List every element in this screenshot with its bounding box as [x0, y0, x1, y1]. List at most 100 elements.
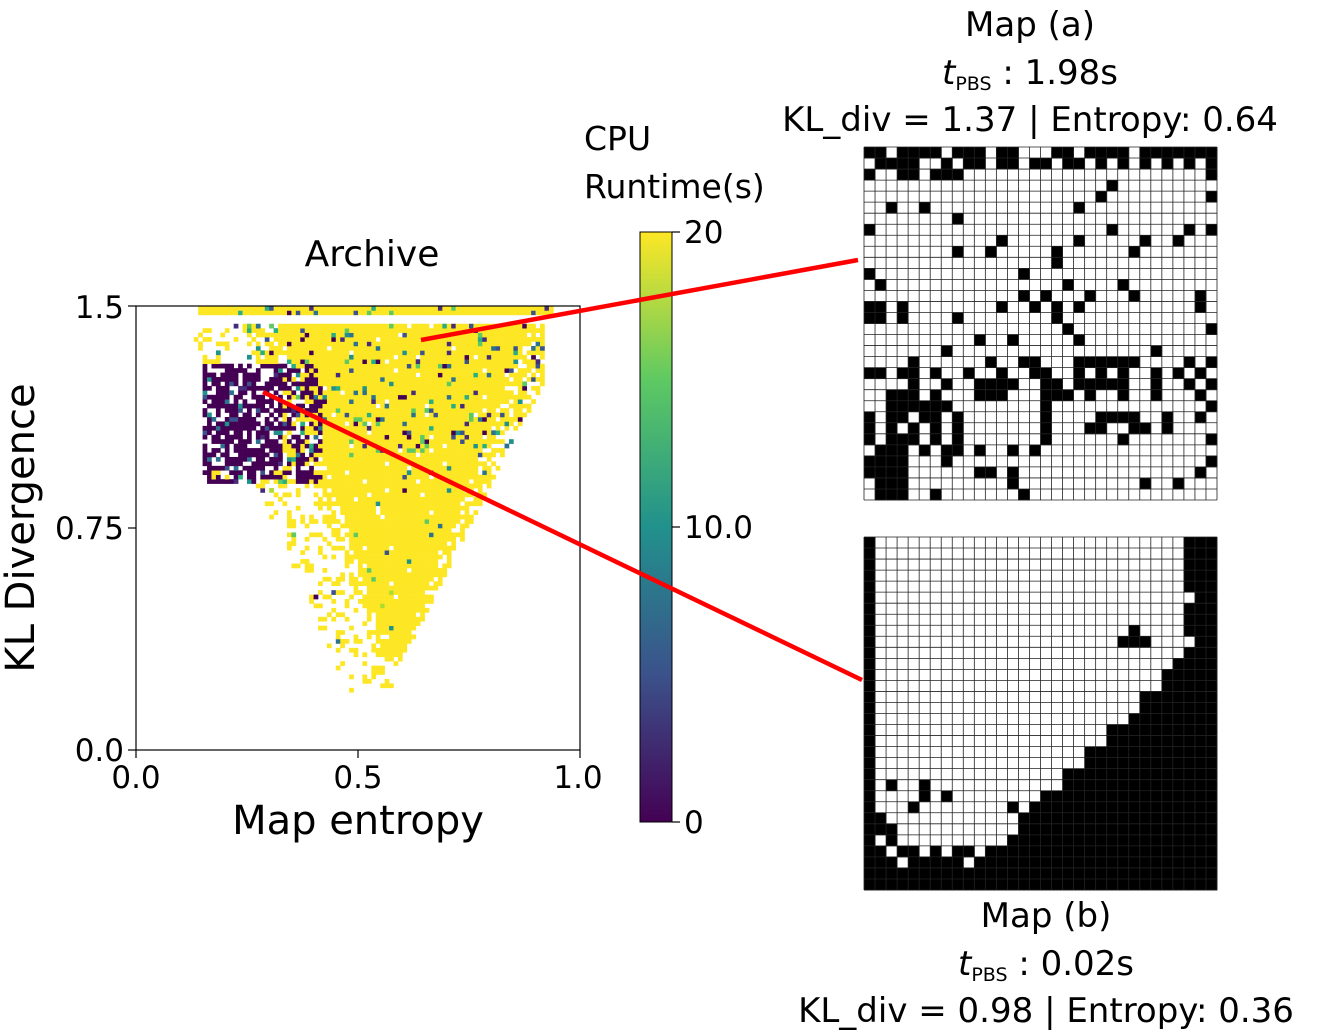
heatmap-cell [415, 408, 421, 413]
heatmap-cell [437, 536, 443, 542]
heatmap-cell [429, 439, 434, 444]
heatmap-cell [375, 310, 381, 316]
heatmap-cell [233, 381, 239, 387]
heatmap-cell [278, 425, 283, 431]
heatmap-cell [442, 448, 448, 453]
heatmap-cell [255, 483, 261, 489]
heatmap-cell [389, 554, 394, 560]
map-wall-cell [875, 867, 887, 880]
heatmap-cell [393, 425, 399, 431]
heatmap-cell [304, 332, 310, 338]
map-wall-cell [1205, 878, 1218, 891]
heatmap-cell [486, 372, 492, 378]
heatmap-cell [322, 536, 328, 542]
heatmap-cell [451, 412, 456, 418]
heatmap-cell [406, 523, 412, 529]
map-wall-cell [1128, 713, 1141, 725]
heatmap-cell [286, 425, 292, 431]
heatmap-cell [424, 510, 430, 515]
heatmap-cell [535, 390, 541, 396]
heatmap-cell [238, 448, 243, 453]
heatmap-cell [526, 377, 532, 382]
map-wall-cell [1007, 867, 1019, 880]
heatmap-cell [358, 590, 363, 595]
heatmap-cell [300, 323, 306, 329]
heatmap-cell [371, 403, 377, 409]
heatmap-cell [366, 394, 372, 400]
heatmap-cell [273, 443, 279, 449]
map-wall-cell [1062, 389, 1074, 402]
heatmap-cell [300, 479, 306, 484]
heatmap-cell [300, 394, 306, 400]
heatmap-cell [242, 456, 248, 462]
heatmap-cell [326, 372, 332, 378]
map-wall-cell [908, 169, 920, 181]
map-wall-cell [1128, 834, 1141, 847]
heatmap-cell [446, 461, 452, 467]
heatmap-cell [442, 523, 448, 529]
heatmap-cell [406, 581, 412, 587]
heatmap-cell [247, 372, 252, 378]
map-wall-cell [1128, 636, 1141, 648]
heatmap-cell [397, 643, 403, 649]
heatmap-cell [380, 439, 385, 444]
map-wall-cell [1128, 356, 1141, 369]
heatmap-cell [340, 452, 345, 458]
map-wall-cell [1095, 422, 1108, 435]
map-wall-cell [1029, 301, 1041, 313]
heatmap-cell [424, 448, 430, 453]
heatmap-cell [433, 479, 439, 484]
heatmap-cell [322, 456, 328, 462]
map-wall-cell [1128, 878, 1141, 891]
map-wall-cell [1194, 757, 1207, 770]
heatmap-cell [473, 417, 479, 422]
heatmap-cell [393, 381, 399, 387]
heatmap-cell [318, 345, 323, 351]
heatmap-cell [380, 390, 385, 396]
heatmap-cell [291, 337, 297, 342]
heatmap-cell [446, 403, 452, 409]
heatmap-cell [260, 456, 266, 462]
map-wall-cell [1018, 845, 1030, 858]
heatmap-cell [415, 456, 421, 462]
map-wall-cell [1040, 834, 1052, 847]
heatmap-cell [375, 528, 381, 533]
heatmap-cell [411, 576, 417, 582]
heatmap-cell [491, 363, 496, 369]
heatmap-cell [353, 483, 359, 489]
map-wall-cell [1183, 658, 1196, 670]
heatmap-cell [433, 567, 439, 573]
heatmap-cell [375, 323, 381, 329]
heatmap-cell [402, 492, 408, 498]
heatmap-cell [429, 443, 434, 449]
heatmap-cell [326, 612, 332, 618]
heatmap-cell [424, 474, 430, 480]
heatmap-cell [420, 443, 425, 449]
heatmap-cell [446, 390, 452, 396]
heatmap-cell [313, 394, 319, 400]
heatmap-cell [344, 399, 350, 404]
heatmap-cell [406, 412, 412, 418]
heatmap-cell [420, 488, 425, 493]
heatmap-cell [531, 359, 536, 365]
map-wall-cell [908, 158, 920, 170]
heatmap-cell [238, 310, 243, 316]
heatmap-cell [513, 354, 519, 360]
heatmap-cell [411, 417, 417, 422]
heatmap-cell [358, 492, 363, 498]
colorbar-label-line1: CPU [584, 119, 651, 158]
heatmap-cell [291, 425, 297, 431]
heatmap-cell [224, 390, 230, 396]
heatmap-cell [455, 439, 461, 444]
heatmap-cell [460, 448, 465, 453]
heatmap-cell [322, 616, 328, 622]
map-wall-cell [1051, 790, 1063, 803]
heatmap-cell [358, 372, 363, 378]
heatmap-cell [295, 434, 301, 440]
heatmap-cell [304, 345, 310, 351]
heatmap-cell [504, 341, 510, 347]
map-wall-cell [886, 834, 898, 847]
heatmap-cell [331, 452, 337, 458]
heatmap-cell [406, 310, 412, 316]
heatmap-cell [393, 350, 399, 356]
